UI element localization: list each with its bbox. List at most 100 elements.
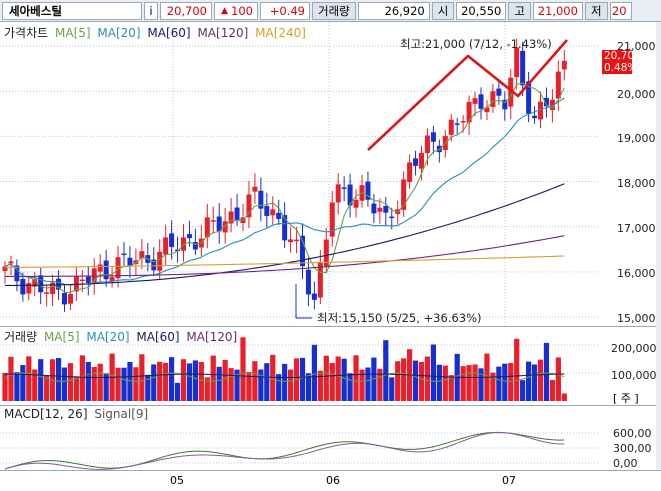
candle-body (103, 260, 109, 280)
candle-body (335, 184, 341, 203)
candle-body (383, 206, 389, 213)
volume-bar (270, 354, 276, 401)
legend-vol-ma120[interactable]: MA[120] (186, 330, 238, 344)
candle-body (466, 101, 472, 123)
current-price: 20,700 (160, 1, 212, 20)
volume-bar (258, 369, 264, 401)
volume-bar (204, 377, 210, 401)
candle-body (32, 279, 38, 287)
volume-bar (85, 361, 91, 401)
candle-body (288, 239, 294, 243)
info-icon[interactable]: i (144, 1, 158, 20)
candle-body (341, 187, 347, 189)
legend-ma120[interactable]: MA[120] (197, 26, 249, 40)
volume-bar (222, 359, 228, 401)
legend-ma240[interactable]: MA[240] (255, 26, 306, 40)
price-change: ▲ 100 (214, 1, 258, 20)
candle-body (311, 293, 317, 300)
candle-body (365, 181, 371, 200)
price-tick-15000: 15,000 (617, 312, 656, 325)
volume-bar (163, 362, 169, 401)
volume-bar (383, 340, 389, 401)
volume-bar (276, 374, 282, 401)
volume-bar (561, 393, 567, 401)
candle-body (377, 207, 383, 212)
legend-vol-ma5[interactable]: MA[5] (43, 330, 80, 344)
volume-bar (14, 372, 20, 401)
candle-body (246, 194, 252, 218)
volume-bar (555, 357, 561, 401)
volume-bar (186, 363, 193, 401)
candle-body (407, 162, 413, 182)
ticker-bar: 세아베스틸 i 20,700 ▲ 100 +0.49 거래량 26,920 시 2… (0, 0, 661, 22)
low-value: 20 (609, 1, 632, 20)
volume-tick-200000: 200,000 (611, 342, 657, 355)
signal-line (4, 431, 565, 470)
volume-bar (329, 362, 335, 401)
volume-bar (8, 356, 14, 401)
ma120-line (5, 235, 565, 277)
candle-body (323, 239, 329, 267)
volume-bar (115, 367, 121, 401)
volume-bar (61, 367, 68, 401)
candle-body (157, 251, 163, 271)
volume-label: 거래량 (312, 1, 356, 20)
candle-body (496, 88, 502, 96)
volume-bar (508, 363, 514, 401)
panel-divider[interactable] (0, 326, 661, 327)
volume-bar (395, 361, 401, 401)
price-chart[interactable]: 최고:21,000 (7/12, -1.43%) 최저:15,150 (5/25,… (0, 22, 600, 326)
candle-body (127, 257, 133, 266)
candle-body (151, 259, 157, 271)
candle-body (26, 283, 32, 294)
x-tick-07: 07 (502, 474, 516, 487)
right-scrollbar[interactable] (656, 22, 661, 470)
price-tick-17000: 17,000 (617, 222, 656, 235)
candle-body (50, 282, 56, 295)
volume-bar (264, 363, 270, 401)
volume-bar (389, 377, 395, 401)
candle-body (181, 237, 186, 251)
legend-vol-ma60[interactable]: MA[60] (136, 330, 180, 344)
candle-body (56, 278, 62, 290)
legend-signal[interactable]: Signal[9] (94, 407, 149, 421)
macd-tick-0: 0,00 (613, 457, 638, 470)
ma240-line (5, 255, 565, 268)
legend-macd[interactable]: MACD[12, 26] (4, 407, 88, 421)
volume-bar (359, 369, 365, 401)
volume-bar (430, 344, 436, 401)
volume-bar (32, 369, 38, 401)
panel-divider[interactable] (0, 405, 661, 406)
candle-body (424, 135, 430, 154)
last-price-badge: 20,700 0.48% (602, 50, 641, 74)
low-label: 저 (584, 1, 608, 20)
vol-ma60-line (4, 373, 565, 378)
volume-bar (151, 364, 157, 401)
candle-body (2, 266, 8, 271)
candle-body (460, 121, 466, 123)
legend-ma20[interactable]: MA[20] (97, 26, 141, 40)
volume-chart[interactable] (0, 327, 600, 405)
x-tick-05: 05 (170, 474, 184, 487)
ma20-line (4, 97, 565, 286)
volume-bar (341, 358, 347, 401)
candle-body (300, 235, 305, 267)
legend-ma5[interactable]: MA[5] (55, 26, 91, 40)
candle-body (347, 184, 353, 206)
low-note: 최저:15,150 (5/25, +36.63%) (317, 311, 482, 325)
volume-bar (531, 364, 538, 401)
volume-bar (91, 367, 97, 401)
candle-body (353, 199, 359, 208)
legend-ma60[interactable]: MA[60] (147, 26, 191, 40)
candle-body (514, 47, 520, 78)
candle-body (538, 101, 543, 120)
candle-body (121, 253, 127, 256)
candle-body (175, 249, 181, 252)
legend-vol-ma20[interactable]: MA[20] (86, 330, 130, 344)
high-note: 최고:21,000 (7/12, -1.43%) (400, 37, 552, 51)
macd-chart[interactable] (0, 406, 600, 470)
candle-body (115, 257, 121, 279)
stock-name-field[interactable]: 세아베스틸 (2, 1, 142, 20)
candle-body (484, 107, 490, 113)
macd-legend: MACD[12, 26] Signal[9] (4, 407, 151, 421)
